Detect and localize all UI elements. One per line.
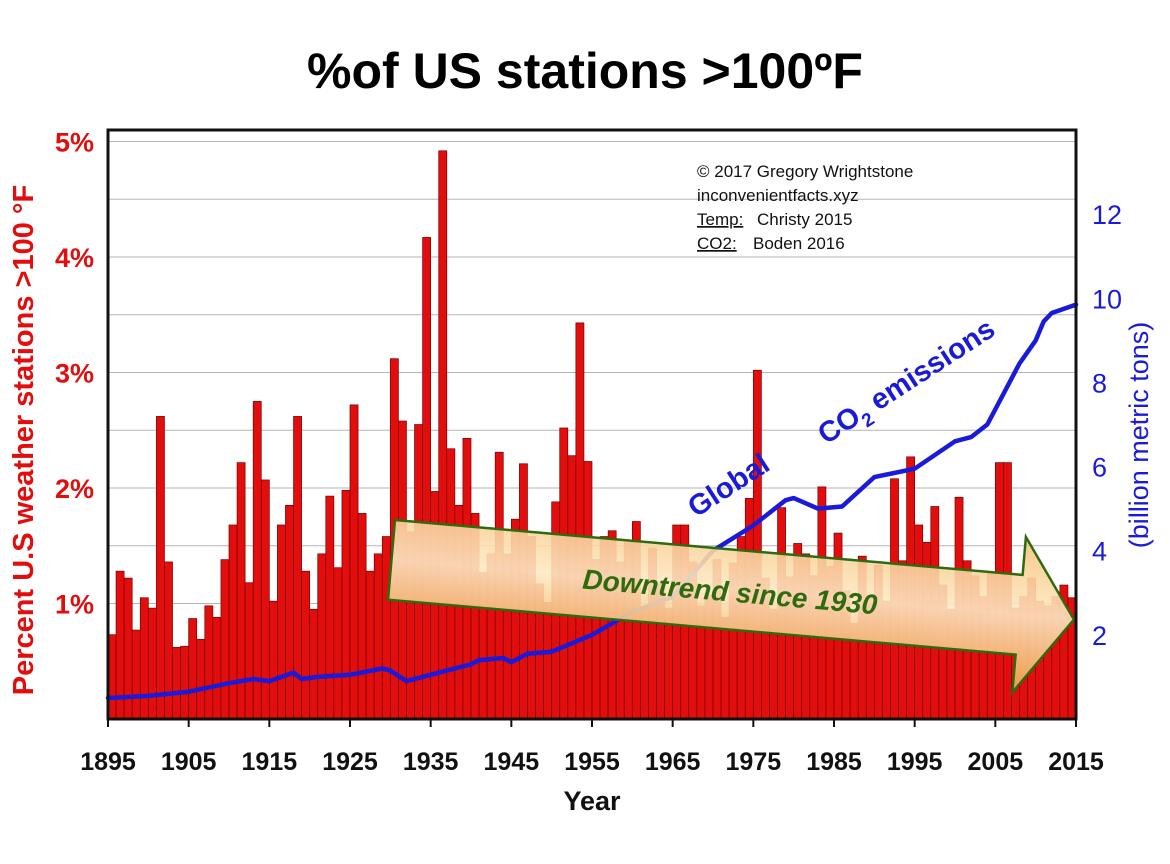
x-tick-label: 2005 [968,748,1024,776]
y-tick-left: 1% [55,590,94,620]
credit-line: © 2017 Gregory Wrightstone [697,162,913,181]
bar [244,582,254,720]
bar [196,638,206,720]
co2-source-value: Boden 2016 [753,234,845,253]
x-tick-label: 1995 [887,748,943,776]
bar [365,570,375,720]
x-tick-label: 1915 [242,748,298,776]
y-axis-left-label: Percent U.S weather stations >100 °F [8,185,40,695]
downtrend-arrow-shape [386,518,1076,697]
x-tick-label: 1925 [322,748,378,776]
x-tick-label: 1895 [80,748,136,776]
co2-source-label: CO2: [697,234,737,253]
y-tick-left: 2% [55,474,94,504]
bar [325,495,335,720]
bar [357,513,367,720]
y-tick-left: 3% [55,359,94,389]
bar [309,608,319,720]
y-tick-right: 8 [1092,368,1107,398]
bar [268,600,278,720]
bar [228,524,238,720]
x-tick-label: 1965 [645,748,701,776]
x-tick-label: 1935 [403,748,459,776]
credit-line: inconvenientfacts.xyz [697,186,859,205]
bar [381,536,391,720]
y-axis-right-label: (billion metric tons) [1124,322,1154,549]
bar [188,618,198,720]
bar [277,524,286,720]
x-tick-label: 1975 [726,748,782,776]
bar [438,150,448,720]
bar [180,645,190,720]
bar [220,559,230,720]
bar [301,570,311,720]
x-tick-label: 1985 [806,748,862,776]
y-axis-right-ticks: 2 4 6 8 10 12 [1092,200,1122,651]
bar [131,629,141,720]
bar [204,605,214,720]
bar [252,401,262,720]
bar [139,597,149,720]
x-tick-label: 1955 [564,748,620,776]
bar [341,489,351,720]
temp-source-label: Temp: [697,210,743,229]
temp-source-value: Christy 2015 [757,210,852,229]
bar [212,617,222,720]
co2-label-co: CO [812,400,866,451]
bar [575,322,585,720]
downtrend-arrow: Downtrend since 1930 [386,518,1076,697]
co2-emissions-line [105,302,1079,701]
bar [317,553,327,720]
y-tick-right: 4 [1092,537,1107,567]
co2-label-word: emissions [864,313,1000,417]
bar [752,369,762,720]
x-axis-ticks: 1895 1905 1915 1925 1935 1945 1955 1965 1975 1985… [80,719,1104,776]
y-tick-left: 4% [55,243,94,273]
y-tick-right: 10 [1092,284,1122,314]
bar [285,504,294,720]
y-tick-right: 6 [1092,453,1107,483]
y-tick-left: 5% [55,128,94,158]
chart-title: %of US stations >100ºF [307,43,863,99]
bar [147,607,157,720]
x-tick-label: 1905 [161,748,217,776]
y-tick-right: 12 [1092,200,1122,230]
bar [422,237,432,720]
bar [373,553,383,720]
bar [720,617,730,720]
bar [543,602,553,720]
y-axis-left-ticks: 1% 2% 3% 4% 5% [55,128,94,620]
bar [640,607,649,720]
bar [156,416,165,720]
x-tick-label: 1945 [484,748,540,776]
bar [333,567,343,720]
x-axis-label: Year [563,786,621,816]
x-tick-label: 2015 [1048,748,1104,776]
source-notes: © 2017 Gregory Wrightstone inconvenientf… [697,162,913,253]
y-tick-right: 2 [1092,621,1107,651]
bar [172,647,181,720]
